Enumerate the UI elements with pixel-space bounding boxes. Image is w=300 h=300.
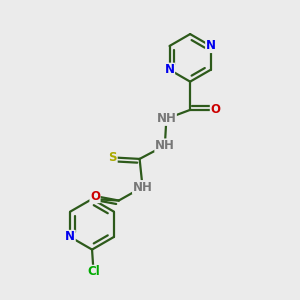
Text: N: N	[164, 63, 175, 76]
Text: NH: NH	[155, 139, 175, 152]
Text: Cl: Cl	[87, 266, 100, 278]
Text: N: N	[65, 230, 75, 243]
Text: NH: NH	[156, 112, 176, 125]
Text: O: O	[90, 190, 100, 202]
Text: NH: NH	[133, 181, 152, 194]
Text: N: N	[206, 40, 216, 52]
Text: S: S	[109, 151, 117, 164]
Text: O: O	[210, 103, 220, 116]
